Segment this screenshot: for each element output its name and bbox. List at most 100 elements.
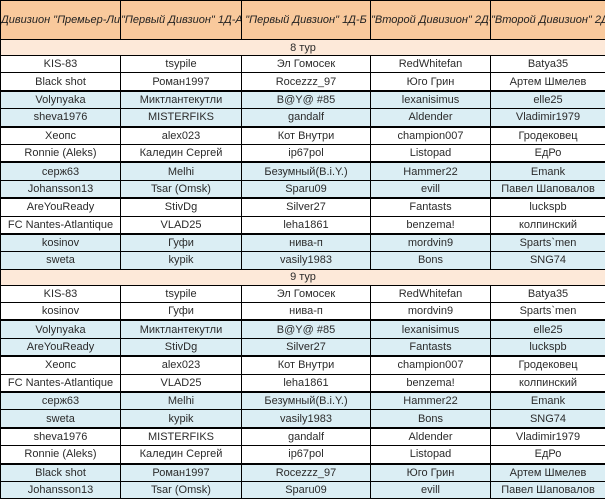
player-cell: Хеопс [1,356,121,374]
player-cell: elle25 [491,320,605,338]
player-cell: Роман1997 [121,464,242,482]
player-cell: ЕдРо [491,144,605,162]
player-cell: vasily1983 [242,410,371,428]
player-cell: ip67pol [242,446,371,464]
player-cell: kypik [121,252,242,269]
player-cell: elle25 [491,91,605,109]
player-cell: Batya35 [491,285,605,302]
player-cell: AreYouReady [1,198,121,216]
player-cell: B@Y@ #85 [242,320,371,338]
player-cell: Melhi [121,162,242,180]
player-cell: Tsar (Omsk) [121,180,242,198]
player-cell: Vladimir1979 [491,428,605,446]
player-cell: StivDg [121,338,242,356]
player-cell: Fantasts [371,338,491,356]
player-cell: Rocezzz_97 [242,73,371,91]
player-cell: AreYouReady [1,338,121,356]
player-cell: alex023 [121,127,242,145]
player-cell: Ronnie (Aleks) [1,446,121,464]
player-cell: gandalf [242,428,371,446]
player-cell: MISTERFIKS [121,109,242,127]
player-cell: benzema! [371,374,491,392]
player-cell: Эл Гомосек [242,56,371,73]
player-cell: sheva1976 [1,109,121,127]
player-cell: Black shot [1,464,121,482]
player-cell: luckspb [491,198,605,216]
player-cell: Артем Шмелев [491,73,605,91]
player-cell: Павел Шаповалов [491,180,605,198]
player-cell: серж63 [1,162,121,180]
player-cell: SNG74 [491,252,605,269]
player-cell: Listopad [371,446,491,464]
player-cell: leha1861 [242,216,371,234]
player-cell: kosinov [1,234,121,252]
player-cell: lexanisimus [371,320,491,338]
player-cell: Emank [491,392,605,410]
player-cell: FC Nantes-Atlantique [1,216,121,234]
player-cell: Безумный(B.i.Y.) [242,162,371,180]
player-cell: колпинский [491,374,605,392]
player-cell: серж63 [1,392,121,410]
player-cell: Sparts`men [491,303,605,321]
player-cell: tsypile [121,56,242,73]
player-cell: SNG74 [491,410,605,428]
player-cell: mordvin9 [371,303,491,321]
player-cell: VLAD25 [121,374,242,392]
player-cell: Volynyaka [1,320,121,338]
player-cell: gandalf [242,109,371,127]
header-premier-league: Дивизион "Премьер-Лига" [1,1,121,40]
player-cell: Гродековец [491,127,605,145]
player-cell: Listopad [371,144,491,162]
player-cell: leha1861 [242,374,371,392]
player-cell: sweta [1,252,121,269]
player-cell: нива-п [242,234,371,252]
player-cell: kypik [121,410,242,428]
player-cell: Bons [371,410,491,428]
round-row: 9 тур [1,269,605,285]
player-cell: Fantasts [371,198,491,216]
player-cell: нива-п [242,303,371,321]
player-cell: Sparu09 [242,180,371,198]
player-cell: Sparu09 [242,481,371,498]
player-cell: tsypile [121,285,242,302]
player-cell: Каледин Сергей [121,144,242,162]
player-cell: Vladimir1979 [491,109,605,127]
player-cell: Кот Внутри [242,356,371,374]
header-second-division-b: "Второй Дивизион" 2Д-Б [491,1,605,40]
player-cell: VLAD25 [121,216,242,234]
player-cell: Павел Шаповалов [491,481,605,498]
header-first-division-b: "Первый Дивзион" 1Д-Б [242,1,371,40]
player-cell: sheva1976 [1,428,121,446]
player-cell: Юго Грин [371,73,491,91]
player-cell: alex023 [121,356,242,374]
player-cell: Batya35 [491,56,605,73]
player-cell: champion007 [371,356,491,374]
player-cell: Миктлантекутли [121,320,242,338]
player-cell: Johansson13 [1,481,121,498]
header-row: Дивизион "Премьер-Лига" "Первый Дивзион"… [1,1,605,40]
round-label: 8 тур [1,40,605,56]
round-row: 8 тур [1,40,605,56]
player-cell: evill [371,481,491,498]
player-cell: Кот Внутри [242,127,371,145]
player-cell: KIS-83 [1,285,121,302]
player-cell: evill [371,180,491,198]
